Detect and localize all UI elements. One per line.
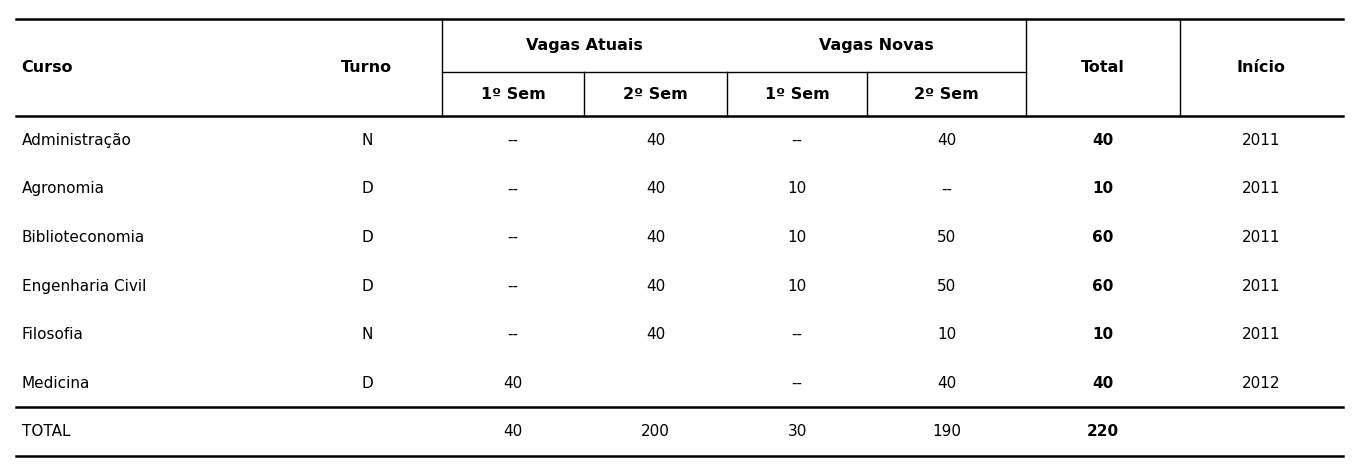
Text: 40: 40 xyxy=(936,376,957,390)
Text: Vagas Atuais: Vagas Atuais xyxy=(526,38,643,53)
Text: 1º Sem: 1º Sem xyxy=(765,87,829,102)
Text: 2º Sem: 2º Sem xyxy=(624,87,688,102)
Text: --: -- xyxy=(507,133,519,148)
Text: --: -- xyxy=(507,327,519,342)
Text: 1º Sem: 1º Sem xyxy=(481,87,545,102)
Text: 40: 40 xyxy=(646,133,666,148)
Text: 10: 10 xyxy=(936,327,957,342)
Text: Turno: Turno xyxy=(341,60,393,75)
Text: N: N xyxy=(361,133,372,148)
Text: 40: 40 xyxy=(646,278,666,294)
Text: 10: 10 xyxy=(787,230,807,245)
Text: 40: 40 xyxy=(646,181,666,197)
Text: 60: 60 xyxy=(1093,230,1113,245)
Text: 2012: 2012 xyxy=(1242,376,1280,390)
Text: D: D xyxy=(361,230,372,245)
Text: 2011: 2011 xyxy=(1242,133,1280,148)
Text: 190: 190 xyxy=(932,424,961,439)
Text: 220: 220 xyxy=(1087,424,1118,439)
Text: --: -- xyxy=(507,278,519,294)
Text: 60: 60 xyxy=(1093,278,1113,294)
Text: D: D xyxy=(361,376,372,390)
Text: --: -- xyxy=(507,230,519,245)
Text: Agronomia: Agronomia xyxy=(22,181,105,197)
Text: 10: 10 xyxy=(1093,181,1113,197)
Text: Curso: Curso xyxy=(22,60,73,75)
Text: 40: 40 xyxy=(503,424,523,439)
Text: 50: 50 xyxy=(936,278,957,294)
Text: 40: 40 xyxy=(503,376,523,390)
Text: --: -- xyxy=(791,376,803,390)
Text: Medicina: Medicina xyxy=(22,376,90,390)
Text: 40: 40 xyxy=(1093,133,1113,148)
Text: 10: 10 xyxy=(787,181,807,197)
Text: Biblioteconomia: Biblioteconomia xyxy=(22,230,145,245)
Text: TOTAL: TOTAL xyxy=(22,424,71,439)
Text: 10: 10 xyxy=(1093,327,1113,342)
Text: D: D xyxy=(361,278,372,294)
Text: 2011: 2011 xyxy=(1242,278,1280,294)
Text: Início: Início xyxy=(1237,60,1286,75)
Text: 40: 40 xyxy=(1093,376,1113,390)
Text: Total: Total xyxy=(1080,60,1125,75)
Text: D: D xyxy=(361,181,372,197)
Text: 2011: 2011 xyxy=(1242,327,1280,342)
Text: --: -- xyxy=(791,327,803,342)
Text: Engenharia Civil: Engenharia Civil xyxy=(22,278,147,294)
Text: Administração: Administração xyxy=(22,133,132,148)
Text: 10: 10 xyxy=(787,278,807,294)
Text: 50: 50 xyxy=(936,230,957,245)
Text: 200: 200 xyxy=(641,424,670,439)
Text: --: -- xyxy=(940,181,953,197)
Text: 40: 40 xyxy=(646,327,666,342)
Text: 30: 30 xyxy=(787,424,807,439)
Text: --: -- xyxy=(507,181,519,197)
Text: Vagas Novas: Vagas Novas xyxy=(819,38,934,53)
Text: 2º Sem: 2º Sem xyxy=(915,87,978,102)
Text: 2011: 2011 xyxy=(1242,181,1280,197)
Text: 2011: 2011 xyxy=(1242,230,1280,245)
Text: 40: 40 xyxy=(646,230,666,245)
Text: Filosofia: Filosofia xyxy=(22,327,84,342)
Text: --: -- xyxy=(791,133,803,148)
Text: N: N xyxy=(361,327,372,342)
Text: 40: 40 xyxy=(936,133,957,148)
